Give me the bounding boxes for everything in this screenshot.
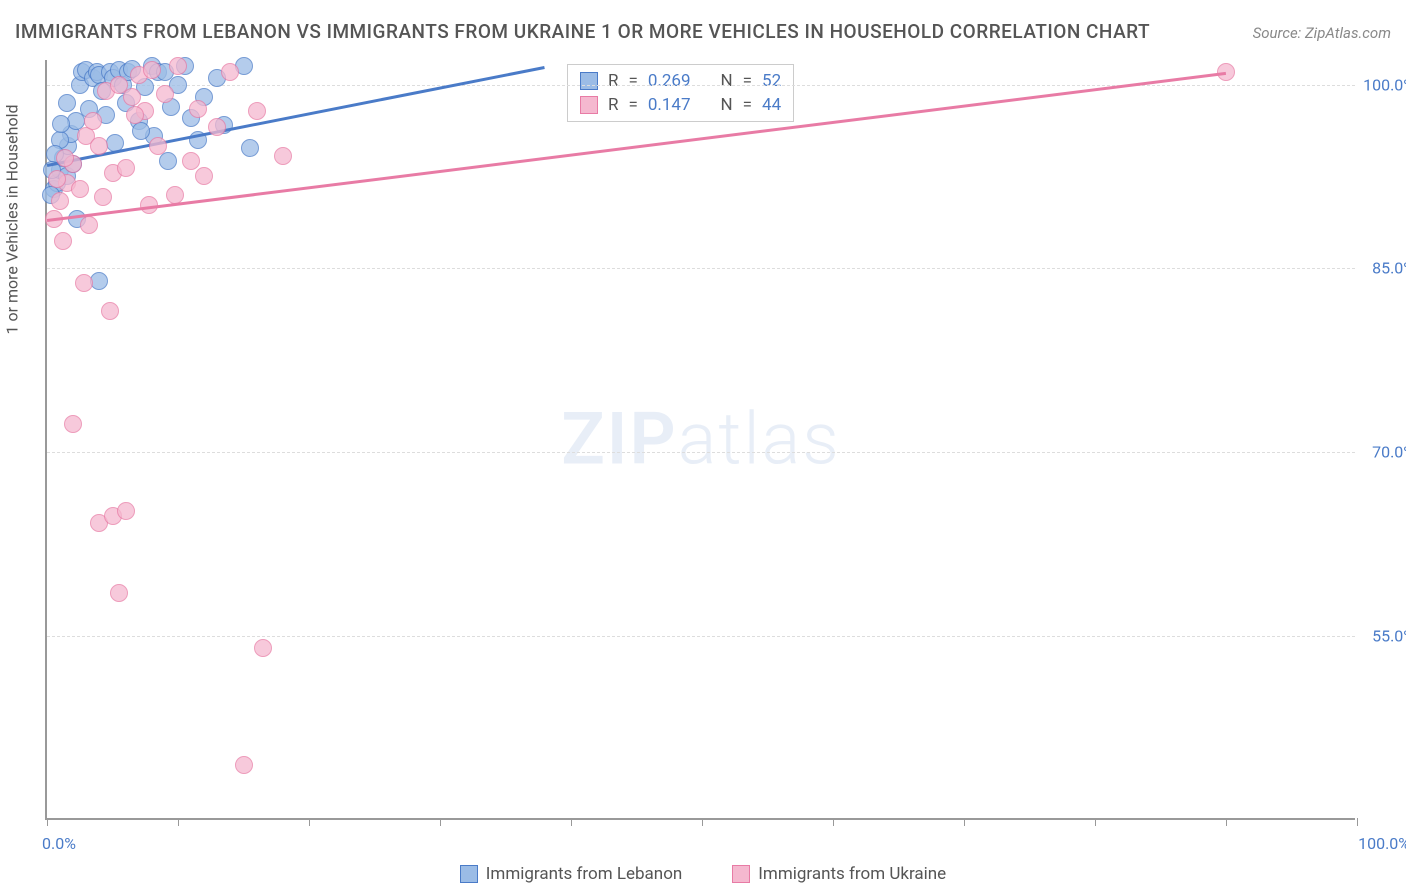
swatch-ukraine-icon: [732, 865, 750, 883]
gridline: [47, 452, 1355, 453]
x-tick: [964, 818, 965, 826]
data-point: [90, 137, 108, 155]
data-point: [149, 137, 167, 155]
scatter-plot-area: ZIPatlas R = 0.269 N = 52 R = 0.147 N = …: [45, 60, 1355, 820]
bottom-legend: Immigrants from Lebanon Immigrants from …: [0, 864, 1406, 884]
data-point: [51, 192, 69, 210]
data-point: [101, 302, 119, 320]
data-point: [75, 274, 93, 292]
swatch-lebanon-icon: [460, 865, 478, 883]
swatch-ukraine-icon: [580, 96, 598, 114]
data-point: [221, 63, 239, 81]
swatch-lebanon-icon: [580, 72, 598, 90]
x-tick: [1095, 818, 1096, 826]
watermark: ZIPatlas: [561, 397, 841, 482]
data-point: [241, 139, 259, 157]
stats-row-lebanon: R = 0.269 N = 52: [580, 69, 781, 93]
n-value-lebanon: 52: [762, 71, 781, 91]
data-point: [48, 170, 66, 188]
x-tick: [833, 818, 834, 826]
data-point: [94, 188, 112, 206]
data-point: [143, 61, 161, 79]
x-tick: [571, 818, 572, 826]
y-tick-label: 85.0%: [1360, 259, 1406, 278]
data-point: [156, 85, 174, 103]
data-point: [52, 115, 70, 133]
legend-item-ukraine: Immigrants from Ukraine: [732, 864, 946, 884]
data-point: [84, 112, 102, 130]
x-tick: [440, 818, 441, 826]
stats-row-ukraine: R = 0.147 N = 44: [580, 93, 781, 117]
data-point: [195, 167, 213, 185]
x-tick: [1226, 818, 1227, 826]
data-point: [117, 159, 135, 177]
data-point: [64, 415, 82, 433]
x-tick: [47, 818, 48, 826]
data-point: [182, 152, 200, 170]
y-tick-label: 55.0%: [1360, 627, 1406, 646]
data-point: [274, 147, 292, 165]
r-value-ukraine: 0.147: [648, 95, 691, 115]
source-label: Source: ZipAtlas.com: [1253, 24, 1391, 42]
y-tick-label: 100.0%: [1360, 75, 1406, 94]
data-point: [54, 232, 72, 250]
chart-title: IMMIGRANTS FROM LEBANON VS IMMIGRANTS FR…: [15, 20, 1150, 43]
data-point: [110, 584, 128, 602]
x-tick: [309, 818, 310, 826]
data-point: [71, 180, 89, 198]
r-value-lebanon: 0.269: [648, 71, 691, 91]
data-point: [208, 118, 226, 136]
data-point: [58, 94, 76, 112]
legend-item-lebanon: Immigrants from Lebanon: [460, 864, 683, 884]
x-tick: [178, 818, 179, 826]
correlation-stats-box: R = 0.269 N = 52 R = 0.147 N = 44: [567, 64, 794, 122]
data-point: [126, 106, 144, 124]
x-tick-label-min: 0.0%: [42, 834, 76, 853]
data-point: [90, 272, 108, 290]
gridline: [47, 636, 1355, 637]
x-tick: [1357, 818, 1358, 826]
data-point: [132, 122, 150, 140]
data-point: [80, 216, 98, 234]
legend-label: Immigrants from Lebanon: [486, 864, 683, 884]
y-tick-label: 70.0%: [1360, 443, 1406, 462]
data-point: [235, 756, 253, 774]
data-point: [123, 88, 141, 106]
x-tick: [702, 818, 703, 826]
data-point: [254, 639, 272, 657]
data-point: [189, 100, 207, 118]
x-tick-label-max: 100.0%: [1358, 834, 1406, 853]
data-point: [56, 149, 74, 167]
data-point: [248, 102, 266, 120]
data-point: [169, 57, 187, 75]
data-point: [117, 502, 135, 520]
n-value-ukraine: 44: [762, 95, 781, 115]
gridline: [47, 268, 1355, 269]
gridline: [47, 85, 1355, 86]
legend-label: Immigrants from Ukraine: [758, 864, 946, 884]
y-axis-label: 1 or more Vehicles in Household: [3, 104, 22, 334]
